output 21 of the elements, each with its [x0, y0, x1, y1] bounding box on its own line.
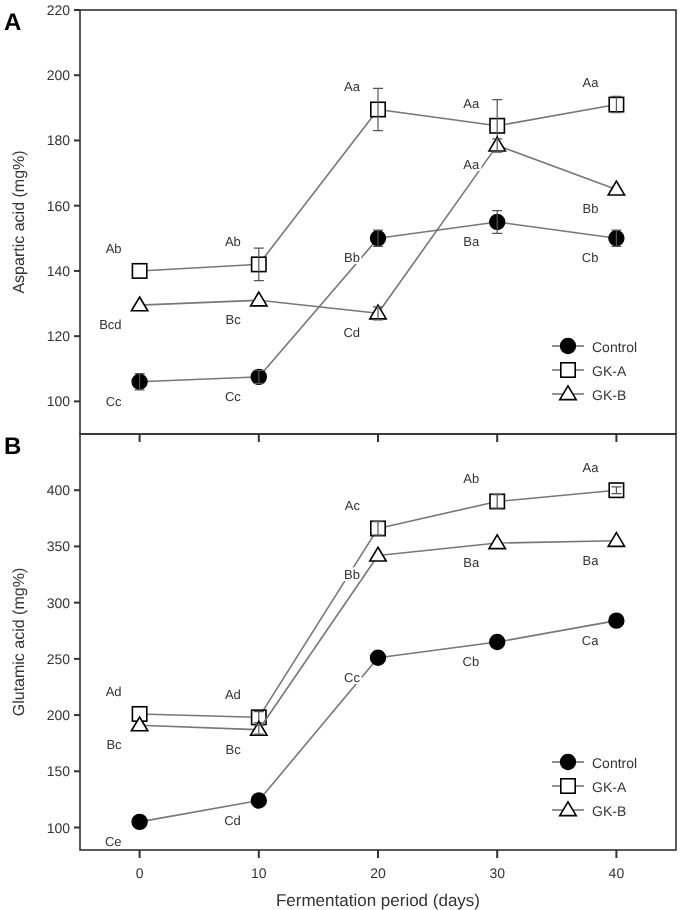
point — [250, 792, 267, 809]
y-axis-title: Aspartic acid (mg%) — [10, 149, 28, 294]
point — [489, 633, 506, 651]
chart-title: B — [4, 432, 22, 460]
point — [131, 813, 148, 831]
point — [608, 612, 625, 629]
point — [369, 649, 387, 666]
point — [250, 256, 267, 273]
chart-title: A — [4, 8, 22, 36]
point — [131, 705, 148, 722]
y-axis-title: Glutamic acid (mg%) — [10, 567, 28, 717]
point — [131, 262, 148, 279]
x-axis-title: Fermentation period (days) — [275, 890, 481, 910]
point — [607, 531, 626, 548]
point — [369, 546, 387, 562]
point — [130, 296, 149, 312]
point — [130, 716, 149, 732]
point — [249, 291, 268, 307]
point — [488, 534, 507, 550]
point — [489, 117, 506, 134]
point — [607, 180, 626, 196]
